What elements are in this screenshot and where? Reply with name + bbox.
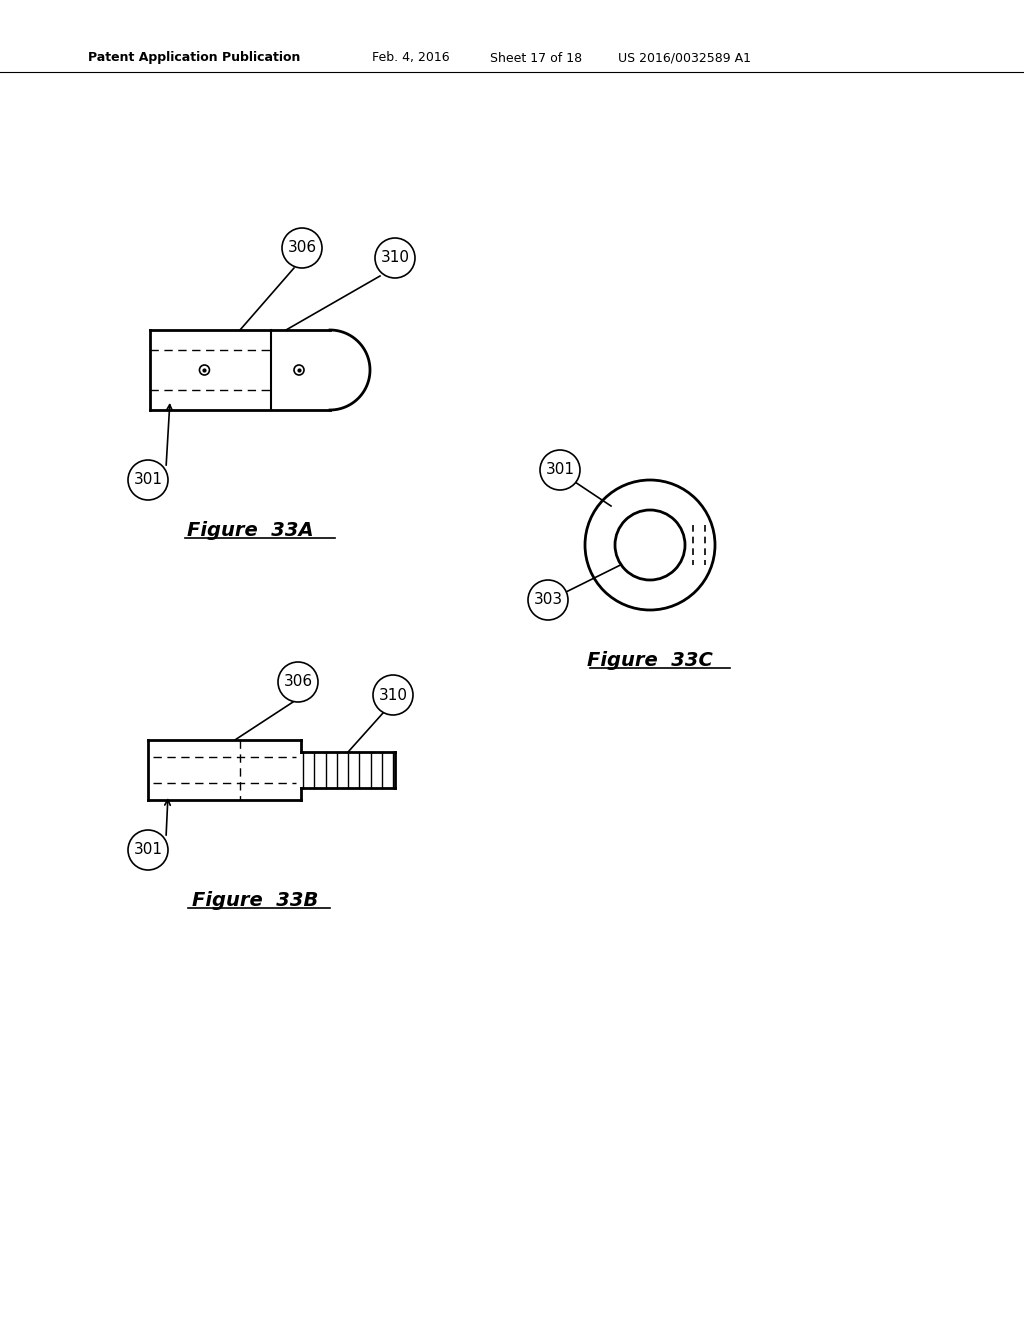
Text: 301: 301 [133, 473, 163, 487]
Text: Feb. 4, 2016: Feb. 4, 2016 [372, 51, 450, 65]
Circle shape [128, 459, 168, 500]
Circle shape [282, 228, 322, 268]
Circle shape [375, 238, 415, 279]
Text: Sheet 17 of 18: Sheet 17 of 18 [490, 51, 582, 65]
Text: 301: 301 [546, 462, 574, 478]
Text: 303: 303 [534, 593, 562, 607]
Circle shape [128, 830, 168, 870]
Text: 306: 306 [284, 675, 312, 689]
Text: 301: 301 [133, 842, 163, 858]
Text: Figure  33A: Figure 33A [186, 520, 313, 540]
Text: US 2016/0032589 A1: US 2016/0032589 A1 [618, 51, 751, 65]
Circle shape [528, 579, 568, 620]
Text: 306: 306 [288, 240, 316, 256]
Circle shape [540, 450, 580, 490]
Circle shape [278, 663, 318, 702]
Text: Figure  33B: Figure 33B [191, 891, 318, 909]
Text: Figure  33C: Figure 33C [587, 651, 713, 669]
Text: 310: 310 [379, 688, 408, 702]
Text: Patent Application Publication: Patent Application Publication [88, 51, 300, 65]
Circle shape [373, 675, 413, 715]
Circle shape [615, 510, 685, 579]
Text: 310: 310 [381, 251, 410, 265]
